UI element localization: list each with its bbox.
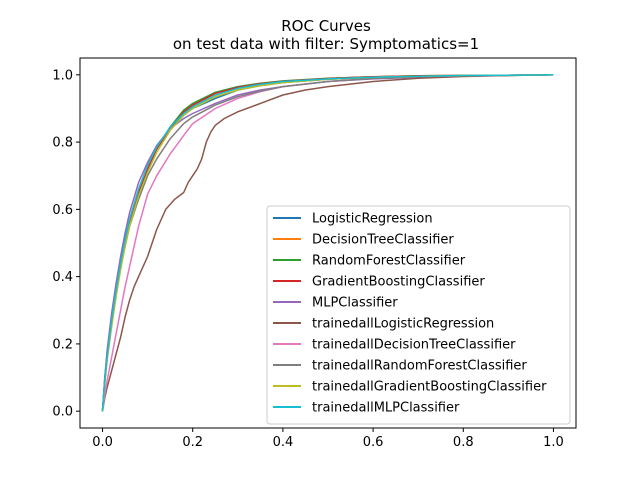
series-line-5: [101, 74, 554, 412]
legend-label: trainedallMLPClassifier: [312, 401, 460, 416]
x-tick-label: 0.0: [92, 435, 113, 450]
x-tick-label: 0.6: [363, 435, 384, 450]
series-line-9: [101, 74, 554, 412]
y-tick-label: 1.0: [52, 68, 73, 83]
legend-label: LogisticRegression: [312, 212, 433, 227]
legend-label: DecisionTreeClassifier: [312, 233, 454, 248]
x-tick-label: 0.4: [273, 435, 294, 450]
x-tick-label: 0.8: [453, 435, 474, 450]
legend-label: GradientBoostingClassifier: [312, 275, 485, 290]
legend-label: RandomForestClassifier: [312, 254, 466, 269]
y-tick-label: 0.6: [52, 203, 73, 218]
legend-label: trainedallGradientBoostingClassifier: [312, 380, 547, 395]
y-tick-label: 0.0: [52, 405, 73, 420]
chart-subtitle: on test data with filter: Symptomatics=1: [173, 35, 479, 53]
series-lines: [101, 74, 554, 412]
axes-frame: [79, 57, 577, 429]
y-tick-label: 0.4: [52, 270, 73, 285]
x-tick-label: 1.0: [543, 435, 564, 450]
legend-box: [266, 205, 571, 425]
legend-label: MLPClassifier: [312, 296, 398, 311]
chart-title: ROC Curves: [281, 17, 371, 35]
legend-label: trainedallLogisticRegression: [312, 317, 494, 332]
plot-area: 0.0 0.2 0.4 0.6 0.8 1.0 0.0 0.2 0.4 0.6 0.8 1.0: [52, 57, 577, 450]
y-axis-ticks: 0.0 0.2 0.4 0.6 0.8 1.0: [52, 68, 80, 420]
legend-label: trainedallDecisionTreeClassifier: [312, 338, 516, 353]
y-tick-label: 0.8: [52, 136, 73, 151]
legend: LogisticRegression DecisionTreeClassifier…: [266, 205, 571, 425]
legend-label: trainedallRandomForestClassifier: [312, 359, 527, 374]
y-tick-label: 0.2: [52, 337, 73, 352]
x-axis-ticks: 0.0 0.2 0.4 0.6 0.8 1.0: [92, 428, 564, 450]
x-tick-label: 0.2: [182, 435, 203, 450]
